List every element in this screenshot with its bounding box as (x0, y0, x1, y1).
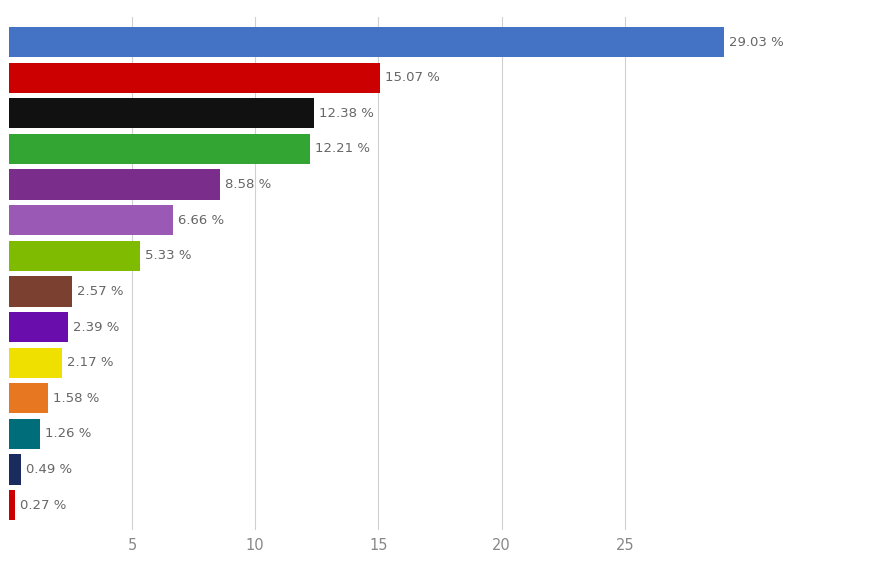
Text: 12.38 %: 12.38 % (318, 107, 374, 120)
Bar (9, 490, 16, 520)
Bar (9, 276, 72, 307)
Bar (9, 241, 140, 271)
Text: 6.66 %: 6.66 % (177, 214, 223, 227)
Text: 1.26 %: 1.26 % (44, 428, 91, 441)
Text: 0.49 %: 0.49 % (26, 463, 72, 476)
Text: 2.57 %: 2.57 % (76, 285, 123, 298)
Text: 0.27 %: 0.27 % (20, 499, 67, 512)
Text: 5.33 %: 5.33 % (145, 249, 191, 262)
Bar (9, 348, 62, 378)
Text: 12.21 %: 12.21 % (315, 142, 369, 156)
Bar (9, 98, 314, 128)
Text: 2.39 %: 2.39 % (72, 320, 119, 333)
Bar (9, 134, 309, 164)
Text: 1.58 %: 1.58 % (52, 392, 99, 405)
Bar (9, 27, 724, 57)
Bar (9, 454, 21, 484)
Text: 15.07 %: 15.07 % (385, 71, 440, 84)
Bar (9, 383, 48, 413)
Bar (9, 312, 68, 342)
Text: 2.17 %: 2.17 % (67, 356, 114, 369)
Text: 29.03 %: 29.03 % (728, 35, 783, 48)
Bar (9, 419, 40, 449)
Bar (9, 169, 220, 200)
Bar (9, 205, 173, 235)
Bar (9, 63, 380, 93)
Text: 8.58 %: 8.58 % (225, 178, 271, 191)
